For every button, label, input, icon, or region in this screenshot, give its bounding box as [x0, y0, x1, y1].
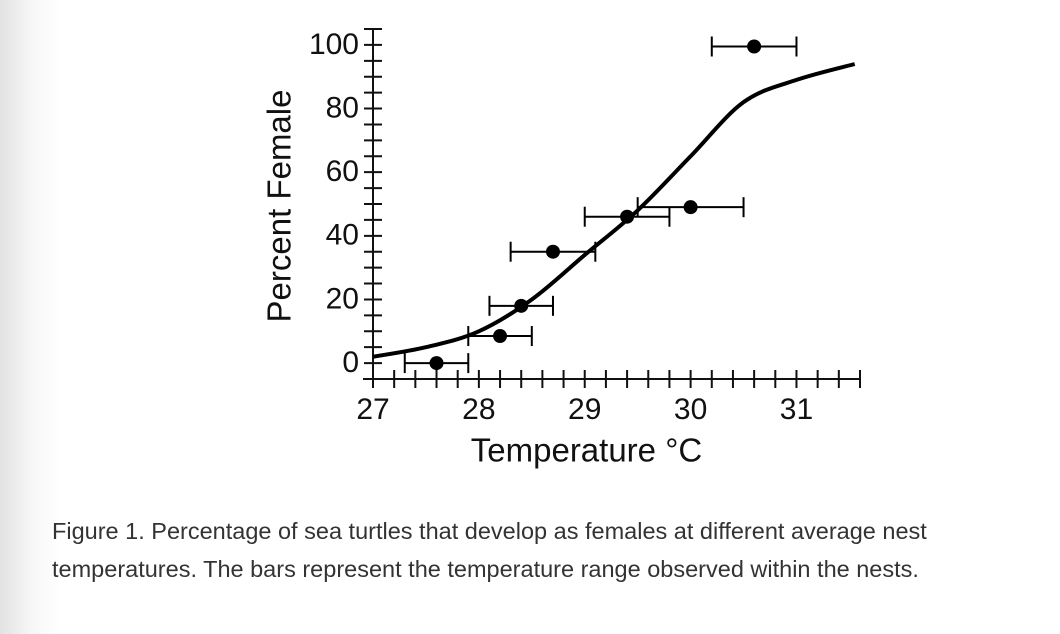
- data-point: [545, 244, 560, 259]
- data-point: [493, 329, 508, 344]
- data-point: [747, 39, 762, 54]
- caption: Figure 1. Percentage of sea turtles that…: [52, 518, 927, 582]
- data-point: [429, 356, 444, 371]
- y-tick-label: 0: [342, 346, 359, 379]
- y-tick-label: 40: [326, 219, 359, 252]
- data-point: [683, 200, 698, 215]
- x-tick-label: 27: [356, 393, 389, 426]
- x-tick-label: 29: [568, 393, 601, 426]
- y-tick-label: 60: [326, 155, 359, 188]
- y-axis-title: Percent Female: [261, 90, 298, 323]
- y-tick-label: 20: [326, 282, 359, 315]
- x-axis-title: Temperature °C: [471, 432, 702, 469]
- chart: 0 20 40 60 80 100 27 28 29 30 31 Temperature °C Perc…: [261, 28, 861, 469]
- fit-curve: [372, 62, 856, 359]
- x-tick-label: 31: [780, 393, 813, 426]
- x-tick-label: 30: [674, 393, 707, 426]
- y-tick-label: 80: [326, 91, 359, 124]
- x-tick-label: 28: [462, 393, 495, 426]
- y-tick-label: 100: [309, 28, 359, 61]
